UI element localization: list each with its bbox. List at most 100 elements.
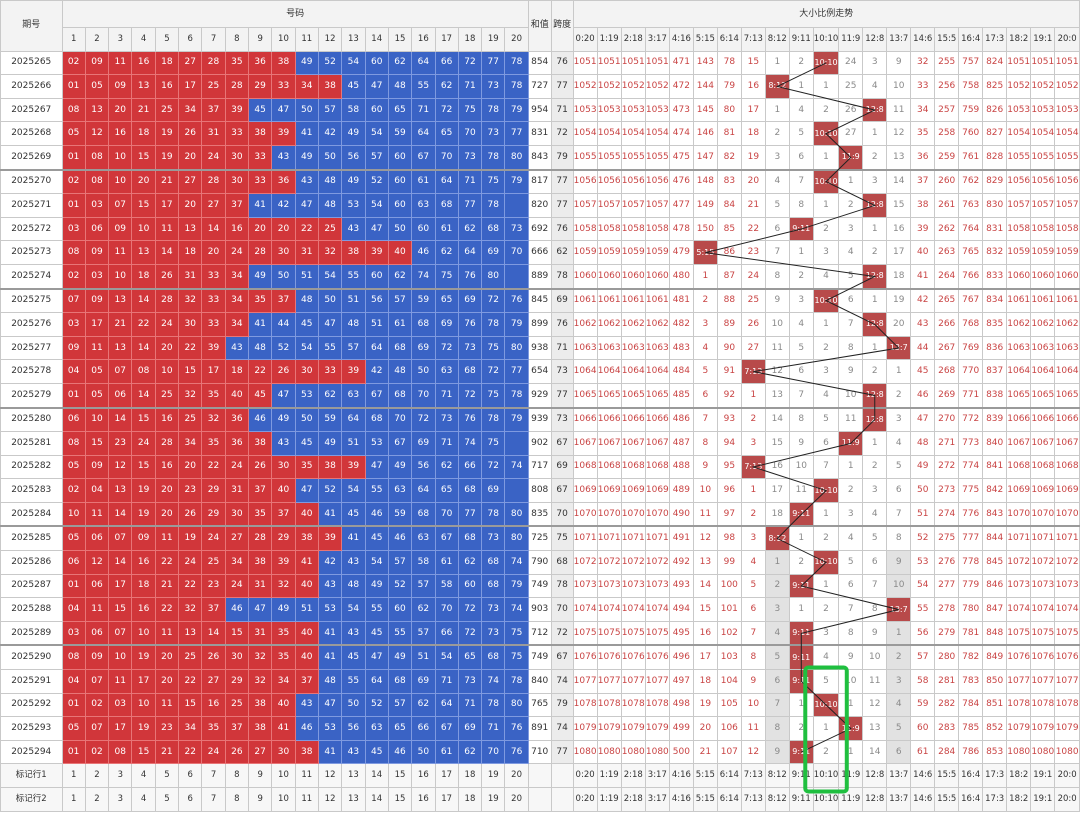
trend-cell: 17 (692, 644, 718, 671)
ball-cell: 49 (387, 644, 413, 671)
ball-cell: 75 (481, 335, 506, 361)
trend-cell: 1068 (1054, 454, 1080, 480)
trend-cell: 3 (886, 669, 912, 694)
number-column-header: 1 (61, 27, 86, 52)
ball-cell: 62 (434, 240, 459, 265)
ball-cell: 23 (201, 573, 226, 599)
ball-cell: 19 (131, 501, 156, 527)
ball-cell: 26 (224, 739, 250, 765)
ball-cell: 24 (201, 144, 226, 171)
ball-cell: 09 (108, 216, 133, 242)
ball-cell: 22 (178, 669, 203, 694)
trend-cell: 1053 (1030, 97, 1056, 123)
trend-cell: 1057 (644, 193, 670, 218)
trend-cell: 1052 (1030, 74, 1056, 99)
trend-cell: 1 (862, 121, 888, 146)
sum-cell: 710 (527, 739, 552, 765)
trend-cell: 1079 (620, 716, 646, 741)
trend-cell: 1073 (1006, 573, 1032, 599)
trend-cell: 5 (838, 263, 864, 290)
trend-cell: 19 (692, 692, 718, 718)
footer-number: 20 (504, 787, 529, 812)
ball-cell: 19 (131, 478, 156, 503)
trend-hit-cell: 13:7 (886, 597, 912, 622)
ball-cell: 65 (434, 121, 459, 146)
span-cell: 70 (550, 597, 574, 622)
ball-cell: 09 (108, 74, 133, 99)
table-row: 2025272 03 06 09 10 11 13 14 16 20 20 22 25 43 47 50 60 6… (0, 216, 1080, 242)
trend-cell: 485 (668, 382, 694, 409)
number-column-header: 7 (201, 27, 226, 52)
footer-number: 13 (341, 763, 366, 788)
trend-cell: 1066 (620, 406, 646, 433)
period-cell: 2025286 (0, 550, 63, 575)
span-cell: 76 (550, 50, 574, 76)
ratio-column-header: 0:20 (572, 27, 598, 52)
ball-cell: 31 (247, 573, 273, 599)
ball-cell: 19 (154, 144, 180, 171)
span-header: 跨度 (550, 0, 574, 52)
number-column-header: 10 (271, 27, 296, 52)
trend-cell: 7 (862, 573, 888, 599)
trend-hit-cell: 10:10 (812, 478, 840, 503)
ball-cell: 65 (387, 97, 413, 123)
ball-cell: 10 (61, 501, 86, 527)
trend-cell: 85 (716, 216, 742, 242)
trend-cell: 32 (910, 50, 936, 76)
trend-cell: 9 (764, 287, 790, 314)
number-column-header: 12 (317, 27, 343, 52)
footer-ratio: 7:13 (740, 763, 766, 788)
ball-cell: 77 (457, 193, 483, 218)
ball-cell: 68 (434, 193, 459, 218)
trend-cell: 12 (886, 121, 912, 146)
trend-cell: 759 (958, 97, 984, 123)
trend-cell: 2 (764, 573, 790, 599)
trend-cell: 42 (910, 287, 936, 314)
ball-cell: 75 (504, 620, 529, 646)
footer-ratio: 8:12 (764, 787, 790, 812)
ball-cell: 68 (387, 382, 413, 409)
ball-cell: 15 (108, 597, 133, 622)
ball-cell: 08 (84, 144, 110, 171)
trend-cell: 1058 (644, 216, 670, 242)
trend-cell: 8 (740, 644, 766, 671)
trend-cell: 1056 (572, 168, 598, 195)
table-row: 2025283 02 04 13 19 20 23 29 31 37 40 47 52 54 55 63 64 6… (0, 478, 1080, 503)
ball-cell: 72 (457, 620, 483, 646)
ball-cell: 80 (481, 263, 506, 290)
trend-cell: 1071 (596, 525, 622, 552)
sum-cell: 840 (527, 669, 552, 694)
trend-cell: 104 (716, 669, 742, 694)
ball-cell: 74 (411, 263, 436, 290)
trend-cell: 20 (692, 716, 718, 741)
trend-cell: 1065 (1030, 382, 1056, 409)
period-cell: 2025267 (0, 97, 63, 123)
trend-cell: 5 (788, 121, 814, 146)
ball-cell: 25 (317, 216, 343, 242)
trend-cell: 1080 (1030, 739, 1056, 765)
trend-cell: 1071 (1054, 525, 1080, 552)
trend-cell: 279 (934, 620, 960, 646)
ball-cell: 06 (84, 620, 110, 646)
trend-cell: 766 (958, 263, 984, 290)
ball-cell: 58 (341, 97, 366, 123)
trend-cell: 479 (668, 240, 694, 265)
ball-cell: 46 (247, 406, 273, 433)
ball-cell: 37 (201, 597, 226, 622)
ball-cell: 29 (201, 501, 226, 527)
span-cell: 68 (550, 550, 574, 575)
ball-cell: 02 (84, 739, 110, 765)
period-cell: 2025265 (0, 50, 63, 76)
ball-cell: 15 (84, 431, 110, 456)
ball-cell: 03 (61, 620, 86, 646)
trend-cell: 14 (692, 573, 718, 599)
trend-cell: 9 (838, 359, 864, 384)
footer-ratio: 8:12 (764, 763, 790, 788)
trend-cell: 1 (812, 193, 840, 218)
table-row: 2025279 01 05 06 14 25 32 35 40 45 47 53 62 63 67 68 70 7… (0, 382, 1080, 409)
ball-cell: 79 (504, 168, 529, 195)
ball-cell: 31 (201, 121, 226, 146)
trend-cell: 8 (764, 716, 790, 741)
ball-cell: 68 (481, 644, 506, 671)
trend-cell: 276 (934, 550, 960, 575)
